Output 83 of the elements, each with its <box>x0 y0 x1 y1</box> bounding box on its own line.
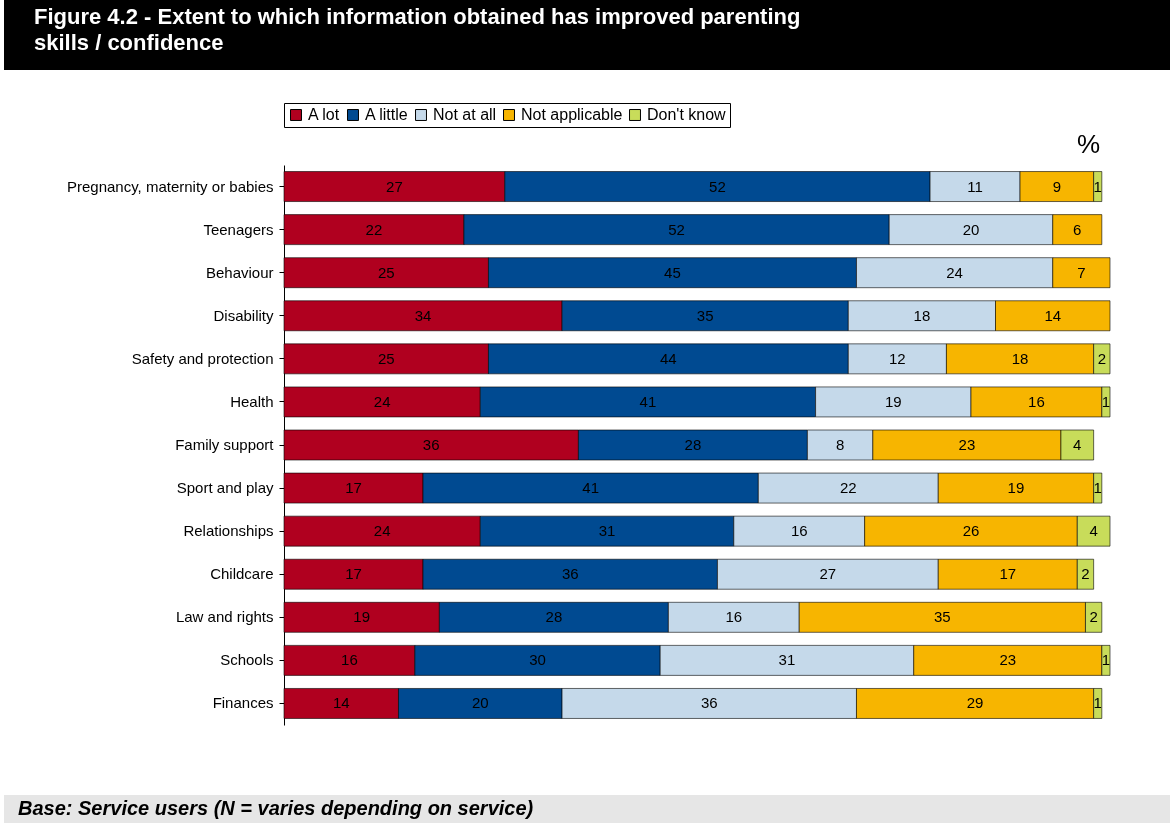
data-label: 12 <box>889 349 906 367</box>
data-label: 36 <box>700 694 718 712</box>
y-tick-label: Health <box>230 392 274 410</box>
data-label: 9 <box>1052 177 1062 195</box>
y-tick-label: Family support <box>175 436 275 453</box>
data-label: 52 <box>668 220 685 238</box>
data-label: 34 <box>414 306 432 324</box>
legend-label: A little <box>365 106 408 123</box>
legend-label: Don't know <box>647 106 727 123</box>
legend-label: Not at all <box>433 106 497 123</box>
data-label: 17 <box>345 479 362 497</box>
y-tick-label: Finances <box>212 694 274 712</box>
data-label: 23 <box>999 651 1017 669</box>
data-label: 19 <box>353 608 371 626</box>
y-tick-label: Pregnancy, maternity or babies <box>67 177 274 195</box>
data-label: 27 <box>386 177 403 195</box>
data-label: 36 <box>561 565 579 583</box>
data-label: 31 <box>598 522 616 540</box>
legend-label: Not applicable <box>521 106 623 123</box>
data-label: 7 <box>1077 263 1086 281</box>
y-tick-label: Relationships <box>183 522 274 540</box>
data-label: 18 <box>913 306 931 324</box>
data-label: 24 <box>373 522 391 540</box>
data-label: 29 <box>966 694 984 712</box>
data-label: 2 <box>1097 349 1106 367</box>
y-tick-label: Schools <box>220 651 274 669</box>
data-label: 16 <box>725 608 743 626</box>
data-label: 30 <box>529 651 546 669</box>
data-label: 35 <box>934 608 951 626</box>
data-label: 14 <box>1044 306 1062 324</box>
data-label: 1 <box>1093 479 1102 497</box>
data-label: 4 <box>1073 436 1082 453</box>
data-label: 26 <box>962 522 980 540</box>
data-label: 28 <box>684 436 702 453</box>
y-tick-label: Childcare <box>210 565 274 583</box>
data-label: 20 <box>471 694 489 712</box>
data-label: 2 <box>1081 565 1090 583</box>
data-label: 22 <box>365 220 383 238</box>
data-label: 17 <box>345 565 362 583</box>
data-label: 18 <box>1011 349 1029 367</box>
data-label: 19 <box>884 392 902 410</box>
data-label: 11 <box>967 177 983 195</box>
y-tick-label: Sport and play <box>176 479 274 497</box>
text: Base: Service users (N = varies depending on service) <box>18 797 534 819</box>
data-label: 41 <box>582 479 600 497</box>
data-label: 1 <box>1093 694 1102 712</box>
data-label: 1 <box>1093 177 1102 195</box>
data-label: 35 <box>696 306 714 324</box>
data-label: 1 <box>1101 392 1111 410</box>
data-label: 24 <box>946 263 963 281</box>
data-label: 14 <box>332 694 350 712</box>
data-label: 36 <box>422 436 440 453</box>
data-label: 8 <box>835 436 845 453</box>
data-label: 31 <box>778 651 796 669</box>
chart-title: Figure 4.2 - Extent to which information obtained has improved parenting skills / confidence <box>34 4 801 55</box>
data-label: 2 <box>1089 608 1098 626</box>
data-label: 27 <box>819 565 837 583</box>
data-label: 16 <box>1028 392 1045 410</box>
data-label: 25 <box>377 263 395 281</box>
y-tick-label: Disability <box>213 306 274 324</box>
text: % <box>1076 129 1100 159</box>
data-label: 4 <box>1089 522 1098 540</box>
data-label: 19 <box>1007 479 1025 497</box>
data-label: 16 <box>341 651 358 669</box>
data-label: 22 <box>839 479 857 497</box>
data-label: 24 <box>373 392 391 410</box>
data-label: 6 <box>1073 220 1082 238</box>
data-label: 16 <box>790 522 808 540</box>
legend-label: A lot <box>308 106 340 123</box>
data-label: 23 <box>958 436 976 453</box>
y-tick-label: Teenagers <box>203 220 274 238</box>
y-tick-label: Law and rights <box>175 608 274 626</box>
data-label: 20 <box>962 220 980 238</box>
data-label: 1 <box>1101 651 1111 669</box>
data-label: 45 <box>664 263 681 281</box>
data-label: 17 <box>999 565 1017 583</box>
data-label: 41 <box>639 392 657 410</box>
data-label: 25 <box>377 349 395 367</box>
y-tick-label: Safety and protection <box>131 349 274 367</box>
data-label: 52 <box>709 177 726 195</box>
data-label: 44 <box>660 349 677 367</box>
data-label: 28 <box>545 608 563 626</box>
y-tick-label: Behaviour <box>205 263 274 281</box>
